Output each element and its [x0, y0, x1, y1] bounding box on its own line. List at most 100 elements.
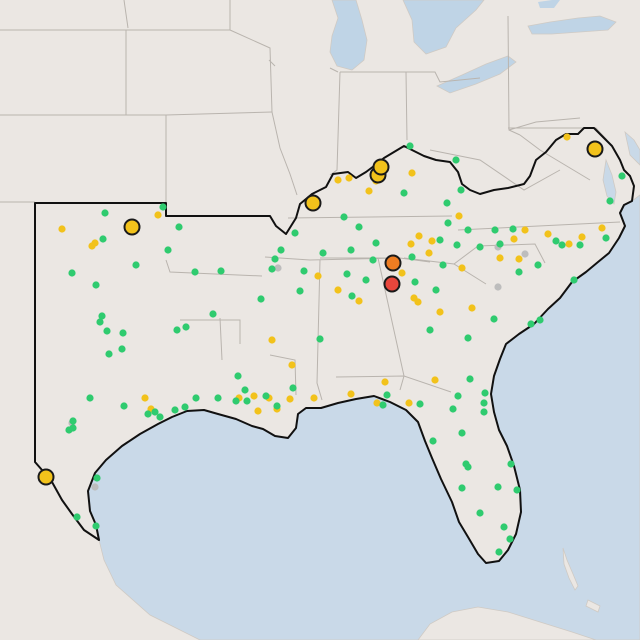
- station-marker-good[interactable]: [191, 268, 198, 275]
- station-marker-moderate[interactable]: [408, 169, 415, 176]
- station-marker-good[interactable]: [449, 405, 456, 412]
- station-marker-good[interactable]: [411, 278, 418, 285]
- station-marker-moderate[interactable]: [428, 237, 435, 244]
- station-marker-good[interactable]: [458, 484, 465, 491]
- station-marker-moderate[interactable]: [431, 376, 438, 383]
- station-marker-good[interactable]: [209, 310, 216, 317]
- station-marker-good[interactable]: [277, 246, 284, 253]
- large-station-marker-moderate[interactable]: [125, 220, 140, 235]
- station-marker-good[interactable]: [457, 186, 464, 193]
- station-marker-moderate[interactable]: [345, 174, 352, 181]
- station-marker-good[interactable]: [443, 199, 450, 206]
- station-marker-good[interactable]: [495, 548, 502, 555]
- station-marker-good[interactable]: [383, 391, 390, 398]
- station-marker-moderate[interactable]: [288, 361, 295, 368]
- station-marker-good[interactable]: [491, 226, 498, 233]
- station-marker-good[interactable]: [340, 213, 347, 220]
- station-marker-moderate[interactable]: [314, 272, 321, 279]
- station-marker-moderate[interactable]: [598, 224, 605, 231]
- station-marker-good[interactable]: [436, 236, 443, 243]
- station-marker-moderate[interactable]: [563, 133, 570, 140]
- station-marker-good[interactable]: [181, 403, 188, 410]
- station-marker-moderate[interactable]: [521, 226, 528, 233]
- station-marker-good[interactable]: [175, 223, 182, 230]
- station-marker-good[interactable]: [192, 394, 199, 401]
- large-station-marker-moderate[interactable]: [374, 160, 389, 175]
- station-marker-good[interactable]: [300, 267, 307, 274]
- station-marker-moderate[interactable]: [347, 390, 354, 397]
- station-marker-good[interactable]: [291, 229, 298, 236]
- station-marker-good[interactable]: [105, 350, 112, 357]
- station-marker-good[interactable]: [173, 326, 180, 333]
- station-marker-good[interactable]: [481, 389, 488, 396]
- station-marker-moderate[interactable]: [250, 392, 257, 399]
- station-marker-good[interactable]: [316, 335, 323, 342]
- station-marker-good[interactable]: [69, 424, 76, 431]
- station-marker-good[interactable]: [92, 281, 99, 288]
- station-marker-good[interactable]: [144, 410, 151, 417]
- station-marker-good[interactable]: [268, 265, 275, 272]
- station-marker-good[interactable]: [120, 402, 127, 409]
- station-marker-good[interactable]: [476, 509, 483, 516]
- station-marker-good[interactable]: [159, 203, 166, 210]
- station-marker-good[interactable]: [453, 241, 460, 248]
- station-marker-moderate[interactable]: [398, 269, 405, 276]
- large-station-marker-moderate[interactable]: [306, 196, 321, 211]
- station-marker-good[interactable]: [73, 513, 80, 520]
- station-marker-moderate[interactable]: [407, 240, 414, 247]
- station-marker-good[interactable]: [534, 261, 541, 268]
- station-marker-moderate[interactable]: [268, 336, 275, 343]
- station-marker-moderate[interactable]: [310, 394, 317, 401]
- station-marker-good[interactable]: [262, 392, 269, 399]
- station-marker-moderate[interactable]: [425, 249, 432, 256]
- station-marker-good[interactable]: [289, 384, 296, 391]
- station-marker-good[interactable]: [171, 406, 178, 413]
- station-marker-good[interactable]: [464, 226, 471, 233]
- station-marker-moderate[interactable]: [468, 304, 475, 311]
- station-marker-good[interactable]: [454, 392, 461, 399]
- station-marker-good[interactable]: [552, 237, 559, 244]
- station-marker-good[interactable]: [214, 394, 221, 401]
- station-marker-good[interactable]: [509, 225, 516, 232]
- large-station-marker-unhealthy[interactable]: [385, 277, 400, 292]
- station-marker-good[interactable]: [507, 460, 514, 467]
- station-marker-good[interactable]: [103, 327, 110, 334]
- station-marker-moderate[interactable]: [565, 240, 572, 247]
- station-marker-good[interactable]: [271, 255, 278, 262]
- station-marker-good[interactable]: [241, 386, 248, 393]
- station-marker-good[interactable]: [444, 219, 451, 226]
- large-station-marker-usg[interactable]: [386, 256, 401, 271]
- station-marker-good[interactable]: [606, 197, 613, 204]
- station-marker-moderate[interactable]: [415, 232, 422, 239]
- station-marker-moderate[interactable]: [381, 378, 388, 385]
- station-marker-good[interactable]: [464, 463, 471, 470]
- station-marker-good[interactable]: [234, 372, 241, 379]
- station-marker-good[interactable]: [536, 316, 543, 323]
- station-marker-moderate[interactable]: [58, 225, 65, 232]
- station-marker-moderate[interactable]: [458, 264, 465, 271]
- large-station-marker-moderate[interactable]: [588, 142, 603, 157]
- station-marker-good[interactable]: [432, 286, 439, 293]
- station-marker-good[interactable]: [369, 256, 376, 263]
- station-marker-good[interactable]: [257, 295, 264, 302]
- station-marker-moderate[interactable]: [154, 211, 161, 218]
- station-marker-moderate[interactable]: [436, 308, 443, 315]
- station-marker-moderate[interactable]: [544, 230, 551, 237]
- station-marker-good[interactable]: [515, 268, 522, 275]
- station-marker-good[interactable]: [96, 318, 103, 325]
- station-marker-good[interactable]: [496, 240, 503, 247]
- station-marker-good[interactable]: [362, 276, 369, 283]
- station-marker-nodata[interactable]: [274, 264, 281, 271]
- station-marker-good[interactable]: [439, 261, 446, 268]
- station-marker-good[interactable]: [119, 329, 126, 336]
- station-marker-good[interactable]: [426, 326, 433, 333]
- station-marker-good[interactable]: [68, 269, 75, 276]
- station-marker-moderate[interactable]: [510, 235, 517, 242]
- station-marker-good[interactable]: [464, 334, 471, 341]
- station-marker-moderate[interactable]: [496, 254, 503, 261]
- station-marker-good[interactable]: [348, 292, 355, 299]
- station-marker-nodata[interactable]: [521, 250, 528, 257]
- station-marker-good[interactable]: [132, 261, 139, 268]
- station-marker-good[interactable]: [500, 523, 507, 530]
